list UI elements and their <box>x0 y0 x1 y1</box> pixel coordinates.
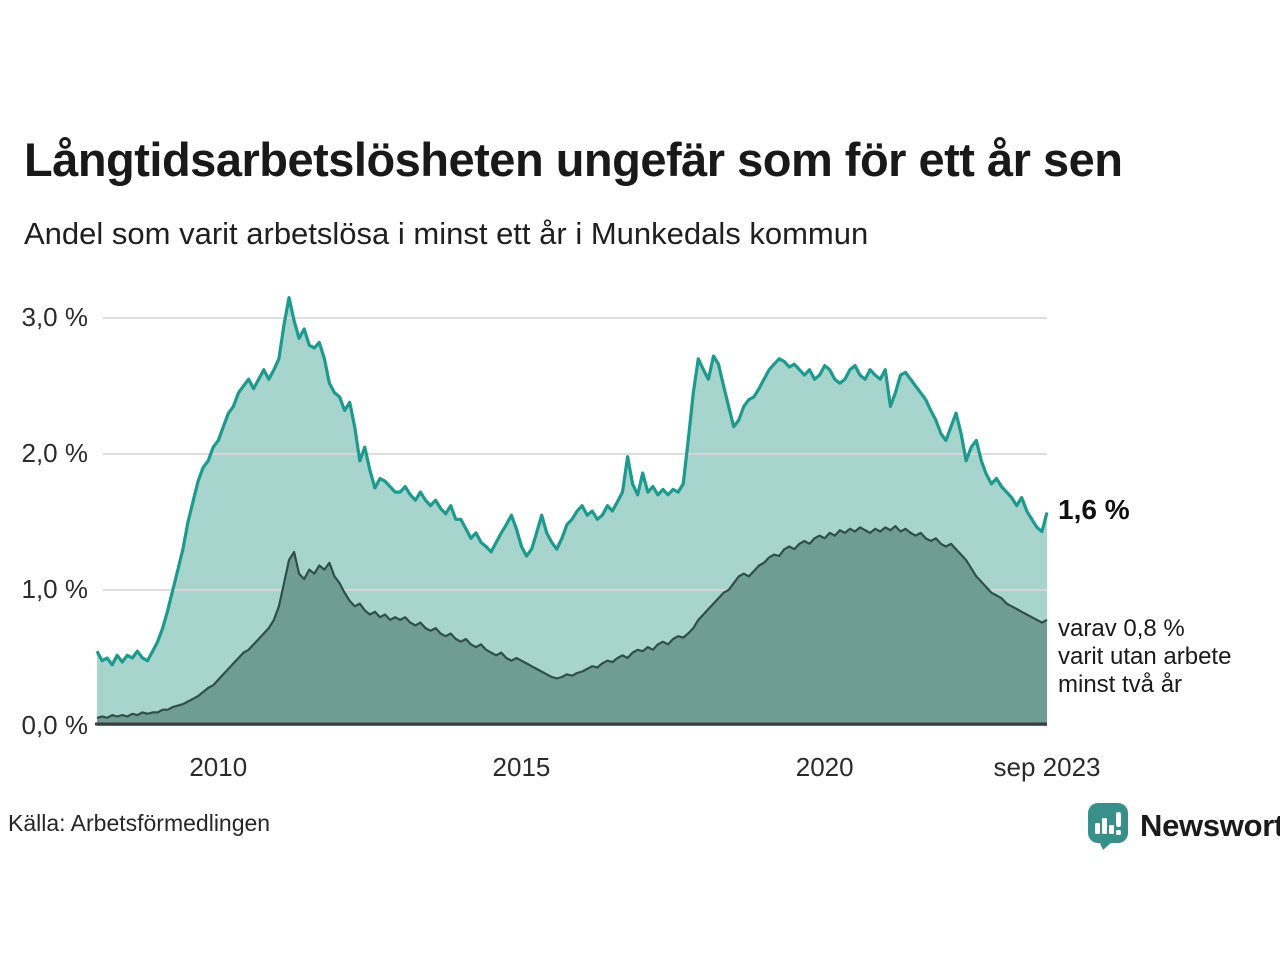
y-tick-label: 2,0 % <box>21 438 89 468</box>
line-one-year <box>95 296 1049 667</box>
annotation-two-years: varav 0,8 % varit utan arbete minst två … <box>1058 615 1232 698</box>
newsworthy-wordmark: Newsworthy <box>1140 808 1280 843</box>
x-tick-label: 2015 <box>492 752 551 782</box>
y-tick-label: 1,0 % <box>21 574 89 604</box>
x-tick-label: 2010 <box>189 752 248 782</box>
source-text: Källa: Arbetsförmedlingen <box>8 810 271 836</box>
line-two-years <box>96 525 1048 719</box>
x-tick-label: sep 2023 <box>993 752 1101 782</box>
y-tick-label: 0,0 % <box>21 710 89 740</box>
x-tick-label: 2020 <box>795 752 854 782</box>
y-tick-label: 3,0 % <box>21 302 89 332</box>
newsworthy-icon <box>1088 803 1128 850</box>
chart-subtitle: Andel som varit arbetslösa i minst ett å… <box>24 216 869 251</box>
area-two-years <box>97 526 1047 726</box>
annotation-latest-total: 1,6 % <box>1058 494 1130 525</box>
page-title: Långtidsarbetslösheten ungefär som för e… <box>24 133 1123 186</box>
newsworthy-logo: Newsworthy <box>1086 801 1280 851</box>
